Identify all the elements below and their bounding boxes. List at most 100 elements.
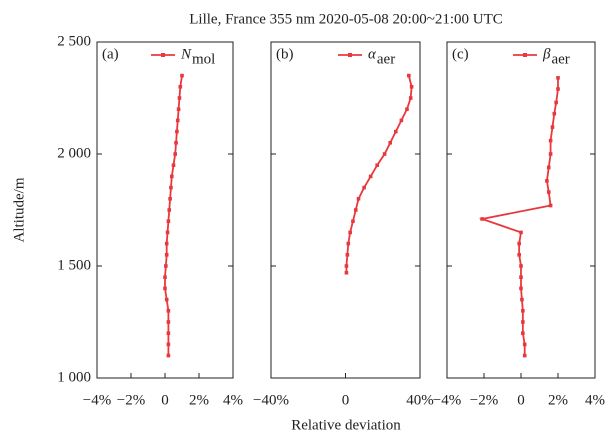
y-tick-label: 1 500 xyxy=(57,257,91,273)
data-point xyxy=(164,264,168,268)
legend-label: β xyxy=(542,46,551,62)
data-point xyxy=(166,342,171,347)
x-tick-label: 0 xyxy=(342,392,350,408)
data-point xyxy=(163,286,167,291)
y-tick-label: 1 000 xyxy=(57,369,91,385)
data-point xyxy=(517,241,521,246)
x-tick-label: −2% xyxy=(117,392,145,408)
data-point xyxy=(388,141,392,145)
x-axis-label: Relative deviation xyxy=(291,417,401,433)
legend-label: α xyxy=(368,46,377,62)
data-point xyxy=(171,163,176,167)
data-point xyxy=(519,275,523,279)
panel-label: (c) xyxy=(452,46,469,62)
data-point xyxy=(166,320,171,324)
data-point xyxy=(480,217,484,221)
data-point xyxy=(180,73,184,78)
data-point xyxy=(407,73,411,78)
panel-label: (a) xyxy=(102,46,119,62)
data-point xyxy=(164,253,169,257)
x-tick-label: 4% xyxy=(585,392,605,408)
data-point xyxy=(346,241,351,246)
plot-frame xyxy=(446,41,596,379)
data-point xyxy=(177,96,182,100)
data-point xyxy=(163,275,167,279)
x-tick-label: 0 xyxy=(517,392,525,408)
x-tick-label: 40% xyxy=(406,392,434,408)
data-point xyxy=(344,270,349,275)
data-point xyxy=(353,208,358,212)
data-point xyxy=(164,297,169,302)
data-point xyxy=(168,197,172,201)
x-tick-label: −2% xyxy=(470,392,498,408)
y-tick-label: 2 500 xyxy=(57,33,91,49)
data-line xyxy=(164,75,183,356)
data-line xyxy=(345,75,413,273)
data-point xyxy=(521,320,525,324)
data-point xyxy=(166,309,171,313)
data-point xyxy=(522,342,527,347)
data-point xyxy=(164,241,169,246)
data-point xyxy=(170,174,174,179)
data-point xyxy=(362,185,366,190)
data-point xyxy=(519,264,523,268)
data-point xyxy=(556,87,560,91)
data-point xyxy=(174,141,178,145)
legend-subscript: mol xyxy=(192,51,215,67)
plot-frame xyxy=(96,41,234,379)
data-point xyxy=(175,118,180,123)
data-point xyxy=(393,129,398,134)
data-point xyxy=(405,107,409,111)
data-point xyxy=(409,85,414,89)
data-point xyxy=(519,230,523,235)
data-point xyxy=(517,253,521,257)
x-tick-label: 4% xyxy=(223,392,243,408)
data-point xyxy=(348,230,352,235)
data-point xyxy=(176,107,181,111)
data-line xyxy=(478,77,559,356)
data-point xyxy=(344,264,349,268)
data-point xyxy=(166,353,171,358)
x-tick-label: 0 xyxy=(161,392,169,408)
legend-subscript: aer xyxy=(551,51,569,67)
legend-label: N xyxy=(180,46,192,62)
x-tick-label: −4% xyxy=(83,392,111,408)
data-point xyxy=(356,197,361,201)
data-point xyxy=(548,138,553,143)
figure-title: Lille, France 355 nm 2020-05-08 20:00~21… xyxy=(189,11,503,27)
legend-marker xyxy=(348,53,352,57)
data-point xyxy=(519,286,523,291)
data-point xyxy=(345,253,350,257)
data-point xyxy=(548,203,553,208)
x-tick-label: 2% xyxy=(189,392,209,408)
data-point xyxy=(165,230,170,235)
data-point xyxy=(169,185,173,190)
data-point xyxy=(408,96,413,100)
y-axis-label: Altitude/m xyxy=(11,177,27,242)
data-point xyxy=(399,118,404,123)
legend-subscript: aer xyxy=(377,51,395,67)
legend-marker xyxy=(523,53,527,57)
data-point xyxy=(521,331,525,335)
data-point xyxy=(545,179,549,183)
data-point xyxy=(546,165,551,170)
data-point xyxy=(166,219,171,223)
legend-marker xyxy=(161,53,165,57)
x-tick-label: −40% xyxy=(253,392,289,408)
data-point xyxy=(382,152,387,156)
data-point xyxy=(552,111,557,116)
data-point xyxy=(173,152,177,156)
data-point xyxy=(178,85,183,89)
data-point xyxy=(351,219,355,223)
data-point xyxy=(548,152,553,156)
data-point xyxy=(375,163,379,167)
data-point xyxy=(175,129,179,134)
data-point xyxy=(556,76,560,80)
data-point xyxy=(368,174,373,179)
x-tick-label: 2% xyxy=(548,392,568,408)
plot-frame xyxy=(270,41,421,379)
data-point xyxy=(167,208,172,212)
panel-label: (b) xyxy=(276,46,294,62)
data-point xyxy=(546,190,551,194)
